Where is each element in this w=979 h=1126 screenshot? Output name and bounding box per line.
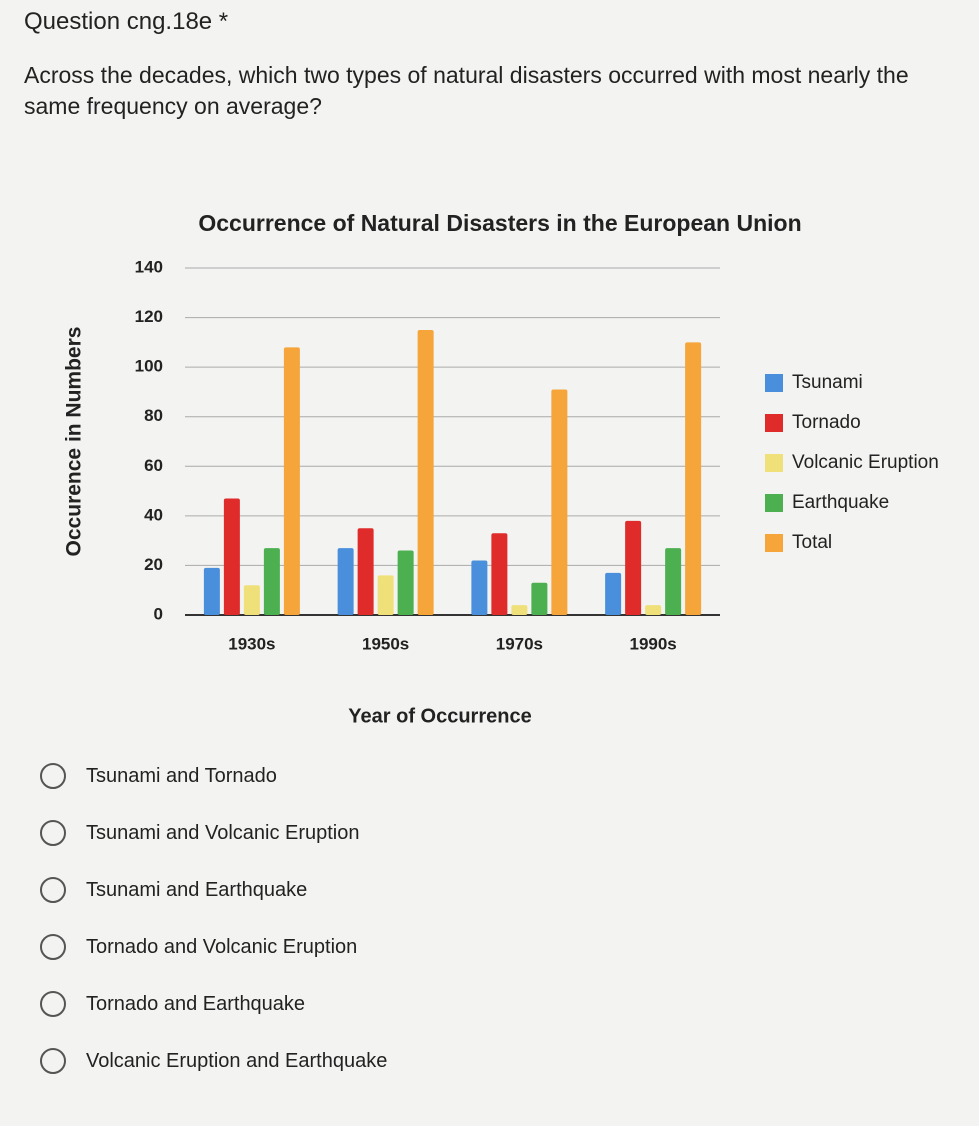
x-axis-label: Year of Occurrence: [348, 705, 531, 727]
option[interactable]: Tornado and Earthquake: [40, 991, 305, 1017]
y-tick-label: 0: [154, 604, 163, 623]
x-tick-label: 1950s: [362, 634, 409, 653]
legend-swatch: [765, 534, 783, 552]
y-tick-label: 20: [144, 555, 163, 574]
chart-title: Occurrence of Natural Disasters in the E…: [198, 210, 801, 236]
option-label: Volcanic Eruption and Earthquake: [86, 1049, 388, 1072]
bar: [471, 560, 488, 615]
bar: [685, 342, 702, 615]
option-label: Tornado and Volcanic Eruption: [86, 935, 358, 958]
bar: [377, 575, 394, 615]
legend-label: Tsunami: [792, 372, 863, 393]
bar: [417, 329, 434, 615]
bar: [203, 567, 220, 615]
bar: [263, 548, 280, 615]
option-label: Tsunami and Earthquake: [86, 878, 308, 901]
radio-button[interactable]: [40, 991, 66, 1017]
y-tick-label: 120: [135, 307, 163, 326]
legend-swatch: [765, 494, 783, 512]
option[interactable]: Volcanic Eruption and Earthquake: [40, 1048, 387, 1074]
option[interactable]: Tsunami and Earthquake: [40, 877, 307, 903]
bar: [665, 548, 682, 615]
y-axis-label: Occurence in Numbers: [63, 327, 86, 557]
bar: [605, 572, 622, 615]
option[interactable]: Tornado and Volcanic Eruption: [40, 934, 357, 960]
y-tick-label: 100: [135, 357, 163, 376]
legend-swatch: [765, 414, 783, 432]
bar: [283, 347, 300, 615]
question-text: Across the decades, which two types of n…: [24, 62, 909, 119]
option[interactable]: Tsunami and Volcanic Eruption: [40, 820, 360, 846]
option-label: Tsunami and Tornado: [86, 764, 277, 787]
radio-button[interactable]: [40, 763, 66, 789]
x-tick-label: 1990s: [629, 634, 676, 653]
legend-swatch: [765, 454, 783, 472]
option[interactable]: Tsunami and Tornado: [40, 763, 277, 789]
option-label: Tornado and Earthquake: [86, 992, 306, 1015]
option-label: Tsunami and Volcanic Eruption: [86, 821, 360, 844]
legend-label: Tornado: [792, 412, 861, 433]
y-tick-label: 40: [144, 505, 163, 524]
y-tick-label: 60: [144, 456, 163, 475]
y-tick-label: 80: [144, 406, 163, 425]
chart: Occurrence of Natural Disasters in the E…: [63, 210, 939, 727]
radio-button[interactable]: [40, 820, 66, 846]
bar: [625, 520, 642, 615]
legend-label: Earthquake: [792, 492, 889, 513]
bar: [397, 550, 414, 615]
question-title: Question cng.18e *: [24, 8, 229, 35]
y-tick-label: 140: [135, 257, 163, 276]
bar: [243, 585, 260, 615]
bar: [491, 533, 508, 615]
legend-label: Volcanic Eruption: [792, 452, 939, 473]
radio-button[interactable]: [40, 934, 66, 960]
radio-button[interactable]: [40, 877, 66, 903]
bar: [511, 605, 528, 615]
x-tick-label: 1970s: [496, 634, 543, 653]
bar: [531, 582, 548, 615]
x-tick-label: 1930s: [228, 634, 275, 653]
legend-swatch: [765, 374, 783, 392]
bar: [337, 548, 354, 615]
bar: [357, 528, 374, 615]
bar: [223, 498, 240, 615]
bar: [551, 389, 568, 615]
legend-label: Total: [792, 532, 832, 553]
bar: [645, 605, 662, 615]
radio-button[interactable]: [40, 1048, 66, 1074]
